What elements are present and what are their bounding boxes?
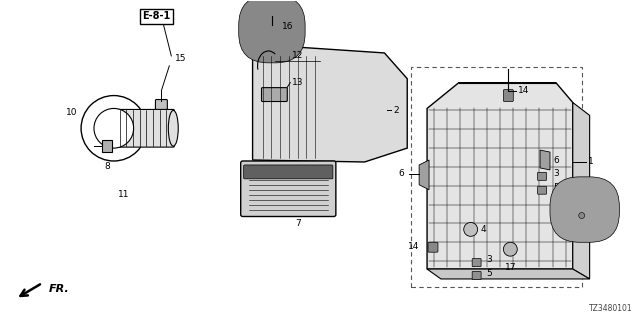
FancyBboxPatch shape <box>472 272 481 279</box>
Text: 16: 16 <box>282 22 294 31</box>
Circle shape <box>81 96 147 161</box>
Text: FR.: FR. <box>49 284 69 294</box>
Polygon shape <box>427 83 573 269</box>
FancyBboxPatch shape <box>241 161 336 217</box>
FancyBboxPatch shape <box>156 100 167 109</box>
Text: E-8-1: E-8-1 <box>142 11 170 21</box>
Ellipse shape <box>168 110 179 146</box>
FancyBboxPatch shape <box>266 52 288 91</box>
Polygon shape <box>253 46 407 162</box>
Text: 17: 17 <box>504 263 516 272</box>
FancyBboxPatch shape <box>113 109 174 147</box>
Text: 3: 3 <box>553 169 559 178</box>
FancyBboxPatch shape <box>239 0 305 63</box>
Text: 14: 14 <box>408 242 419 251</box>
Polygon shape <box>419 160 429 190</box>
Polygon shape <box>540 150 550 170</box>
Polygon shape <box>427 269 589 279</box>
Text: 5: 5 <box>486 268 492 277</box>
Circle shape <box>504 242 517 256</box>
Text: 3: 3 <box>486 255 492 264</box>
Text: 11: 11 <box>118 190 129 199</box>
Text: 12: 12 <box>292 52 303 60</box>
Text: 8: 8 <box>104 162 109 171</box>
Circle shape <box>94 108 134 148</box>
FancyBboxPatch shape <box>550 177 620 242</box>
FancyBboxPatch shape <box>538 186 547 194</box>
Text: TZ3480101: TZ3480101 <box>589 304 632 313</box>
Text: 15: 15 <box>175 54 187 63</box>
Bar <box>412 67 582 287</box>
Circle shape <box>464 222 477 236</box>
FancyBboxPatch shape <box>262 88 287 101</box>
FancyBboxPatch shape <box>271 35 284 55</box>
FancyBboxPatch shape <box>472 259 481 267</box>
Polygon shape <box>573 102 589 279</box>
Text: 4: 4 <box>481 225 486 234</box>
FancyBboxPatch shape <box>504 90 513 101</box>
Text: 7: 7 <box>295 220 301 228</box>
FancyBboxPatch shape <box>428 242 438 252</box>
Circle shape <box>579 212 585 219</box>
Text: 14: 14 <box>518 86 530 95</box>
Text: 6: 6 <box>553 156 559 164</box>
Text: 10: 10 <box>66 108 77 117</box>
Polygon shape <box>102 140 112 152</box>
FancyBboxPatch shape <box>244 165 333 179</box>
Text: 1: 1 <box>588 157 593 166</box>
Text: 6: 6 <box>399 169 404 178</box>
Text: 2: 2 <box>394 106 399 115</box>
Text: 13: 13 <box>292 78 304 87</box>
Text: 5: 5 <box>553 183 559 192</box>
Text: 9: 9 <box>594 205 599 214</box>
FancyBboxPatch shape <box>538 172 547 180</box>
